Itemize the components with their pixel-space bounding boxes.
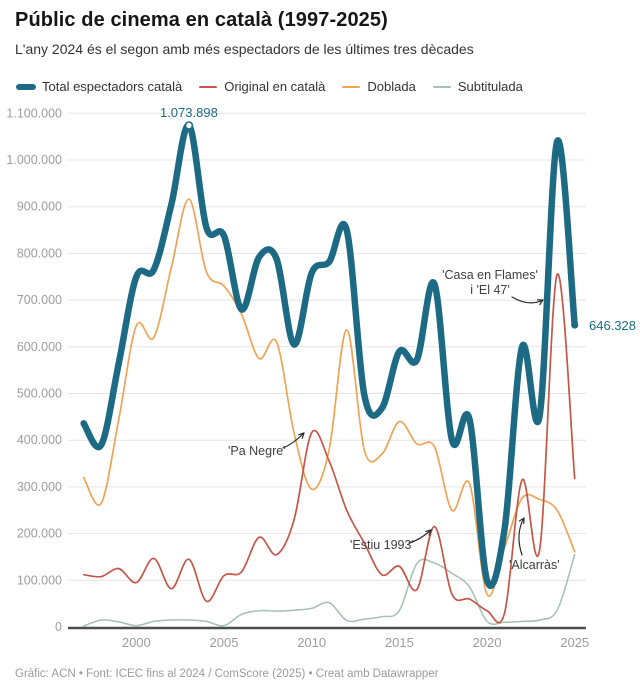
- y-tick-label: 800.000: [17, 246, 62, 260]
- legend-swatch-icon: [16, 83, 36, 90]
- x-tick-label: 2010: [297, 635, 326, 650]
- legend-item-doblada: Doblada: [340, 79, 416, 94]
- chart-title: Públic de cinema en català (1997-2025): [15, 9, 388, 31]
- data-point-marker-2003[interactable]: [184, 121, 194, 130]
- legend-label: Original en català: [224, 79, 326, 94]
- y-tick-label: 100.000: [17, 573, 62, 587]
- legend-swatch-icon: [432, 85, 451, 88]
- y-tick-label: 700.000: [17, 293, 62, 307]
- legend-swatch-icon: [199, 85, 218, 88]
- annotation-arrowhead-casa-en-flames: [536, 299, 544, 306]
- x-tick-label: 2020: [473, 635, 502, 650]
- chart-credit: Gràfic: ACN • Font: ICEC fins al 2024 / …: [15, 668, 439, 680]
- annotation-end-2025-label: 646.328: [589, 318, 636, 333]
- y-tick-label: 900.000: [17, 200, 62, 214]
- annotation-peak-2003-label: 1.073.898: [160, 105, 218, 120]
- y-tick-label: 200.000: [17, 527, 62, 541]
- legend-item-original-en-catal-: Original en català: [197, 79, 325, 94]
- annotation-estiu-1993: 'Estiu 1993': [350, 538, 414, 552]
- legend-item-total-espectadors-catal-: Total espectadors català: [15, 79, 182, 94]
- series-line-doblada[interactable]: [82, 198, 576, 597]
- annotation-arrow-pa-negre: [282, 432, 305, 449]
- y-tick-label: 400.000: [17, 433, 62, 447]
- annotation-arrowhead-pa-negre: [298, 432, 305, 439]
- chart-legend: Total espectadors català Original en cata…: [15, 79, 523, 94]
- data-point-marker-2025[interactable]: [571, 321, 579, 329]
- chart-subtitle: L'any 2024 és el segon amb més espectado…: [15, 41, 474, 57]
- annotation-casa-en-flames: 'Casa en Flames' i 'El 47': [442, 268, 538, 297]
- x-tick-label: 2025: [560, 635, 589, 650]
- legend-label: Doblada: [367, 79, 416, 94]
- series-line-subtitulada[interactable]: [82, 553, 576, 627]
- annotation-arrowhead-estiu-1993: [425, 529, 432, 536]
- legend-item-subtitulada: Subtitulada: [431, 79, 523, 94]
- x-tick-label: 2015: [385, 635, 414, 650]
- y-tick-label: 1.100.000: [6, 106, 62, 120]
- data-point-marker-1997[interactable]: [80, 420, 87, 427]
- annotation-arrowhead-alcarras: [518, 517, 525, 525]
- series-line-total-espectadors-catal-[interactable]: [80, 122, 578, 589]
- y-tick-label: 600.000: [17, 340, 62, 354]
- annotation-alcarras: 'Alcarràs': [509, 558, 560, 572]
- y-tick-label: 500.000: [17, 387, 62, 401]
- legend-swatch-icon: [342, 85, 361, 88]
- y-tick-label: 300.000: [17, 480, 62, 494]
- annotation-arrow-alcarras: [518, 517, 525, 556]
- legend-label: Total espectadors català: [42, 79, 183, 94]
- x-tick-label: 2005: [210, 635, 239, 650]
- x-tick-label: 2000: [122, 635, 151, 650]
- annotation-arrow-estiu-1993: [408, 529, 432, 544]
- annotation-arrow-casa-en-flames: [511, 296, 544, 304]
- annotation-pa-negre: 'Pa Negre': [228, 444, 286, 458]
- legend-label: Subtitulada: [457, 79, 523, 94]
- y-tick-label: 1.000.000: [6, 153, 62, 167]
- y-tick-label: 0: [55, 620, 62, 634]
- series-line-original-en-catal-[interactable]: [82, 273, 576, 624]
